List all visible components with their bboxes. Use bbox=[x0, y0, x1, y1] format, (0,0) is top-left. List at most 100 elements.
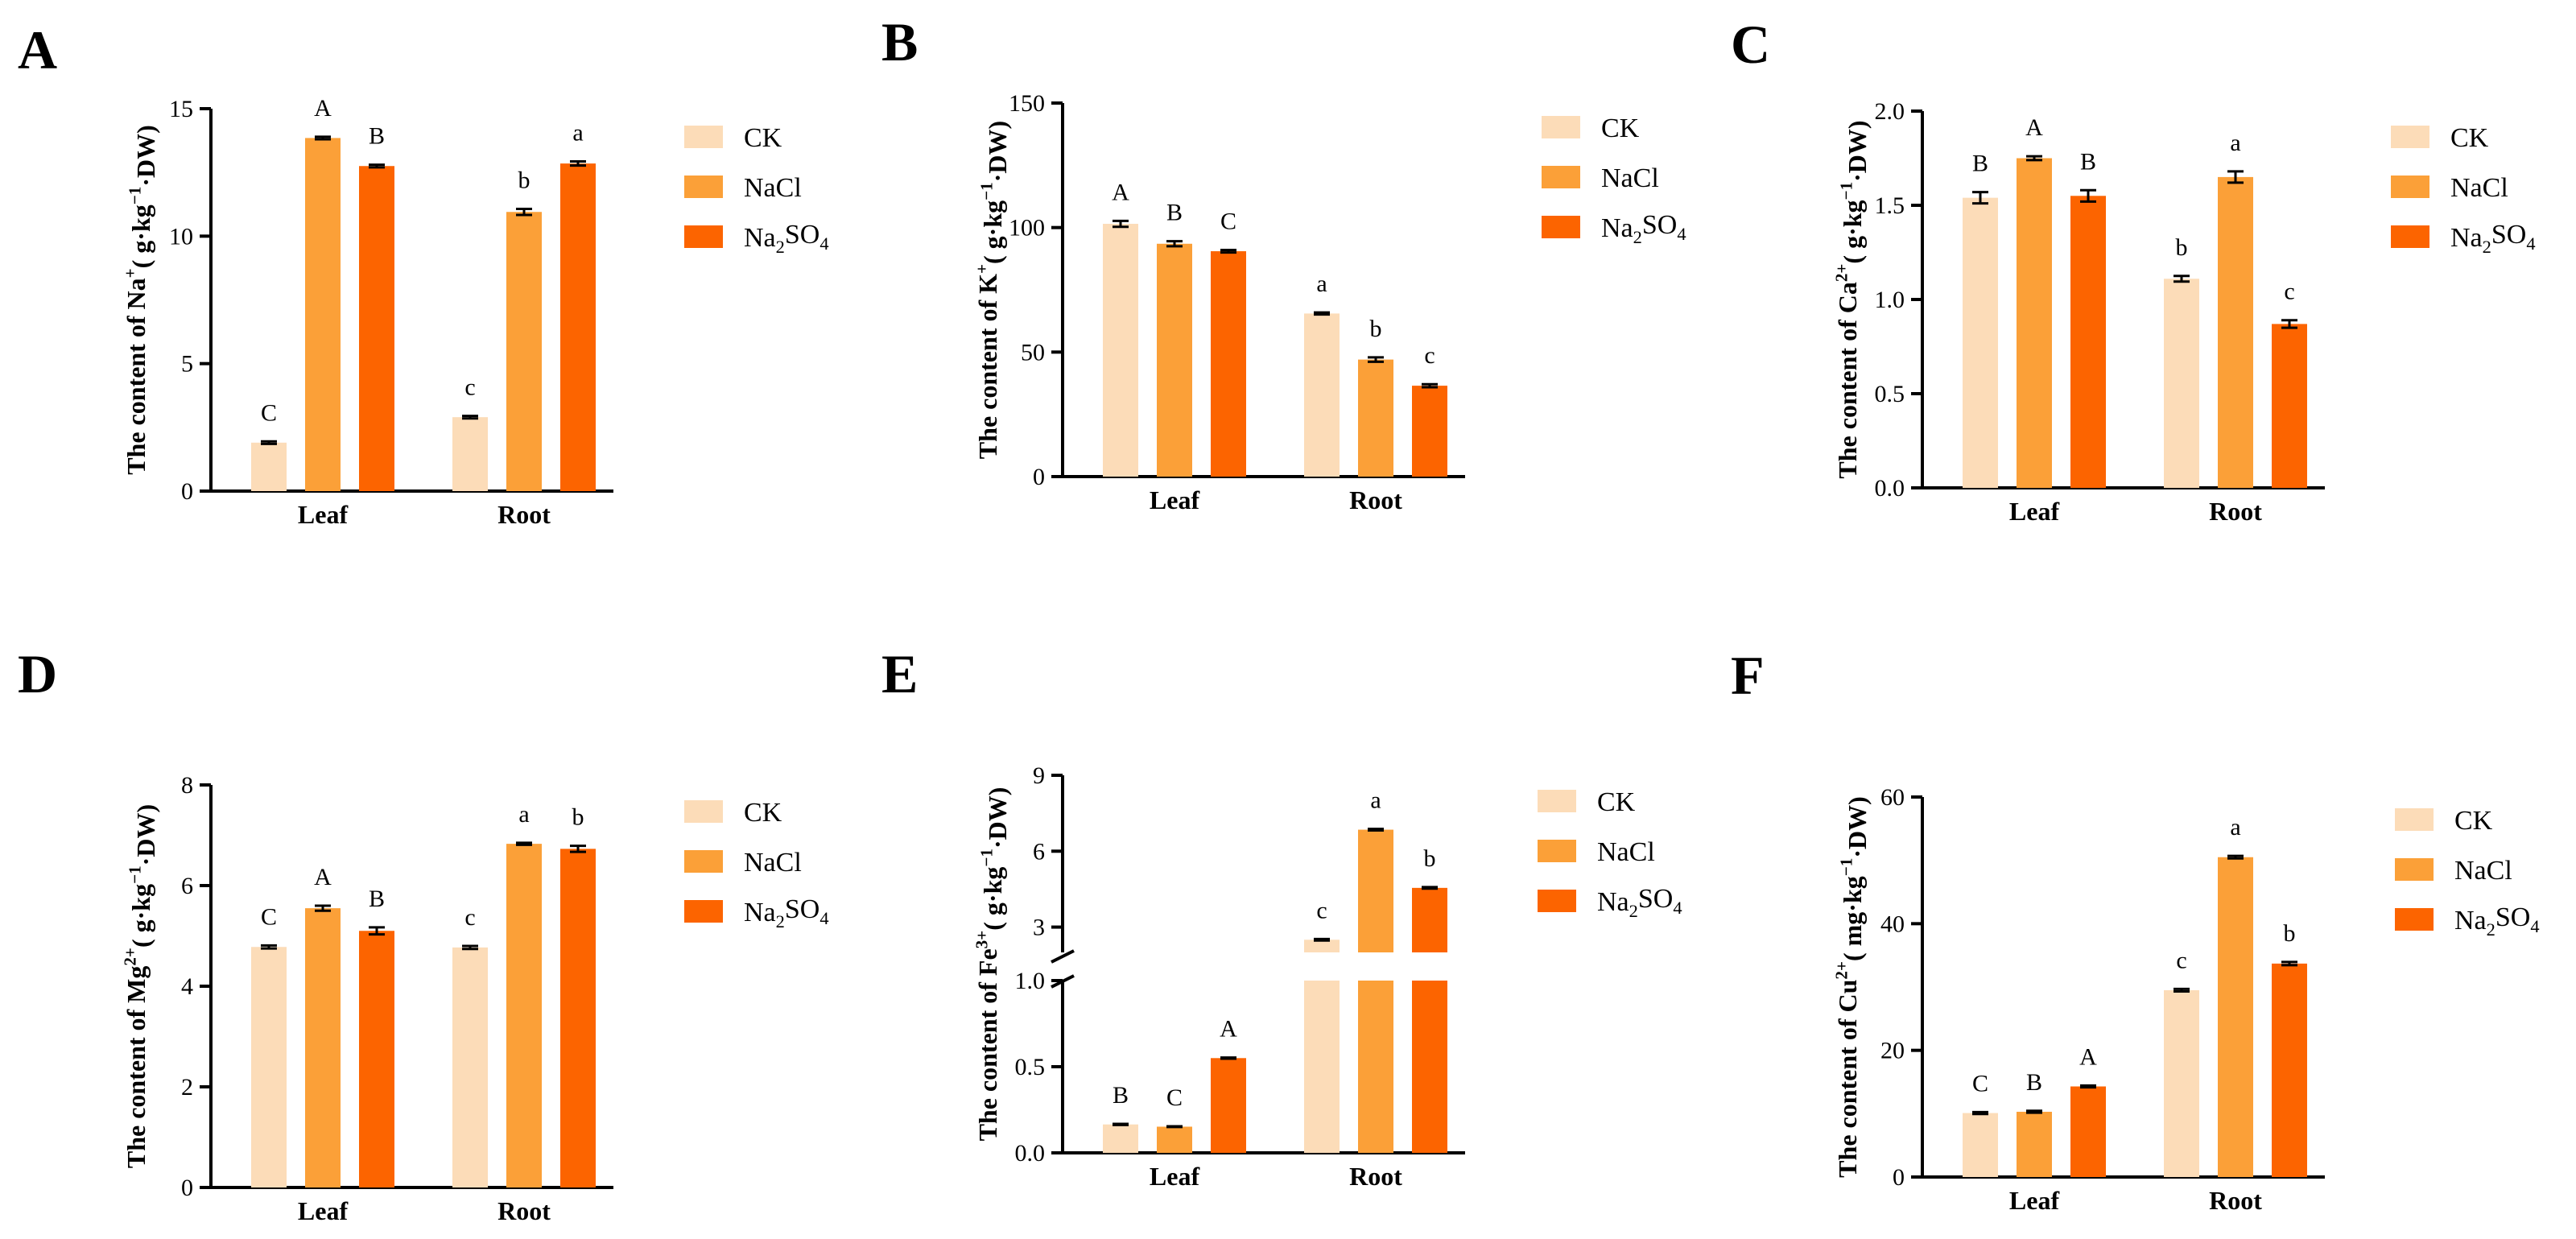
y-tick-label: 6 bbox=[181, 873, 193, 899]
y-tick-label: 0 bbox=[1893, 1164, 1905, 1191]
bar-root-na₂so₄-lower bbox=[1412, 981, 1447, 1153]
bar-leaf-nacl bbox=[1157, 1126, 1192, 1153]
significance-letter: A bbox=[314, 95, 332, 122]
bar-root-nacl bbox=[2218, 857, 2253, 1177]
panel-E: E 0.0 0.5 1.0 3 6 9 The content of Fe3+( g·kg−1… bbox=[881, 643, 1682, 1191]
y-tick-label: 0.5 bbox=[1015, 1054, 1046, 1080]
significance-letter: B bbox=[2080, 148, 2096, 175]
legend-swatch-nacl bbox=[1542, 166, 1580, 188]
significance-letter: b bbox=[572, 804, 584, 831]
legend-swatch-nacl bbox=[684, 176, 723, 198]
legend-label-ck: CK bbox=[744, 123, 782, 153]
bar-root-ck-lower bbox=[1304, 981, 1340, 1153]
y-axis-label: The content of Fe3+( g·kg−1·DW) bbox=[972, 787, 1012, 1142]
significance-letter: a bbox=[518, 801, 529, 828]
legend-swatch-na2so4 bbox=[2391, 225, 2429, 248]
significance-letter: B bbox=[369, 123, 385, 150]
bar-leaf-nacl bbox=[2017, 158, 2052, 488]
bar-leaf-nacl bbox=[305, 908, 341, 1187]
legend-label-ck: CK bbox=[1597, 787, 1636, 817]
axis-break-mark bbox=[1051, 949, 1075, 964]
y-tick-label: 0 bbox=[181, 478, 193, 505]
bar-root-ck bbox=[1304, 940, 1340, 952]
y-axis-label: The content of K+( g·kg−1·DW) bbox=[972, 121, 1012, 459]
y-tick-label: 10 bbox=[169, 223, 193, 250]
y-axis-label: The content of Mg2+( g·kg−1·DW) bbox=[120, 804, 160, 1168]
x-category-label: Leaf bbox=[2009, 497, 2060, 526]
bar-root-ck bbox=[2164, 989, 2199, 1177]
bar-leaf-ck bbox=[251, 442, 287, 491]
legend-label-ck: CK bbox=[2454, 806, 2493, 836]
bar-root-nacl bbox=[1358, 829, 1393, 952]
y-tick-label: 50 bbox=[1021, 339, 1045, 366]
legend-swatch-ck bbox=[684, 800, 723, 823]
significance-letter: B bbox=[1166, 200, 1183, 226]
y-axis-label: The content of Na+( g·kg−1·DW) bbox=[120, 125, 160, 475]
bar-root-nacl bbox=[506, 212, 542, 491]
significance-letter: C bbox=[1972, 1070, 1988, 1097]
y-tick-label: 150 bbox=[1009, 90, 1045, 117]
bar-root-na2so4 bbox=[2272, 963, 2307, 1177]
legend: CK NaCl Na2SO4 bbox=[1542, 114, 1686, 247]
bar-leaf-nacl bbox=[1157, 243, 1192, 477]
bar-root-ck bbox=[452, 417, 488, 491]
legend: CK NaCl Na2SO4 bbox=[1538, 787, 1682, 921]
legend-swatch-na2so4 bbox=[1538, 890, 1576, 912]
legend-swatch-ck bbox=[2395, 808, 2434, 831]
y-tick-label: 60 bbox=[1880, 784, 1905, 811]
panel-letter: A bbox=[18, 19, 57, 81]
legend: CK NaCl Na2SO4 bbox=[684, 798, 829, 931]
bar-leaf-ck bbox=[1963, 1113, 1998, 1177]
panel-letter: E bbox=[881, 643, 918, 704]
bar-root-na2so4 bbox=[2272, 324, 2307, 488]
y-tick-label: 40 bbox=[1880, 911, 1905, 937]
significance-letter: A bbox=[2025, 114, 2043, 141]
y-tick-label: 6 bbox=[1033, 838, 1045, 865]
legend-label-ck: CK bbox=[2450, 123, 2489, 153]
y-axis-label: The content of Ca2+( g·kg−1·DW) bbox=[1831, 120, 1872, 478]
legend-label-ck: CK bbox=[1601, 114, 1640, 143]
legend-label-na2so4: Na2SO4 bbox=[2454, 902, 2540, 940]
x-category-label: Root bbox=[2209, 497, 2262, 526]
legend-label-na2so4: Na2SO4 bbox=[1597, 884, 1682, 921]
y-axis-label: The content of Cu2+( mg·kg−1·DW) bbox=[1831, 796, 1872, 1178]
bar-leaf-na2so4 bbox=[2070, 1086, 2106, 1177]
y-axis-label-text: The content of Ca2+( g·kg−1·DW) bbox=[1831, 120, 1872, 478]
legend-label-na2so4: Na2SO4 bbox=[1601, 210, 1686, 247]
significance-letter: A bbox=[1112, 179, 1129, 205]
y-axis-label-text: The content of Mg2+( g·kg−1·DW) bbox=[120, 804, 160, 1168]
y-tick-label: 2 bbox=[181, 1074, 193, 1101]
x-category-label: Root bbox=[1349, 1162, 1402, 1191]
significance-letter: c bbox=[464, 904, 475, 931]
significance-letter: b bbox=[2284, 920, 2296, 947]
legend-label-na2so4: Na2SO4 bbox=[744, 894, 829, 931]
significance-letter: b bbox=[518, 167, 530, 193]
panel-letter: F bbox=[1731, 645, 1765, 706]
y-tick-label: 2.0 bbox=[1875, 98, 1905, 125]
legend-label-nacl: NaCl bbox=[1597, 837, 1655, 867]
y-tick-label: 5 bbox=[181, 351, 193, 378]
significance-letter: B bbox=[2026, 1069, 2042, 1096]
legend-swatch-nacl bbox=[684, 850, 723, 873]
x-category-label: Leaf bbox=[1150, 1162, 1200, 1191]
legend-label-nacl: NaCl bbox=[2450, 173, 2508, 203]
bar-root-na2so4 bbox=[1412, 887, 1447, 952]
y-axis-label-text: The content of Cu2+( mg·kg−1·DW) bbox=[1831, 796, 1872, 1178]
significance-letter: A bbox=[1220, 1016, 1237, 1043]
legend-swatch-na2so4 bbox=[1542, 216, 1580, 238]
bar-leaf-na2so4 bbox=[1211, 251, 1246, 477]
bar-leaf-na2so4 bbox=[1211, 1058, 1246, 1153]
panel-letter: B bbox=[881, 11, 918, 72]
bar-root-nacl bbox=[2218, 176, 2253, 488]
significance-letter: a bbox=[1316, 271, 1327, 297]
panel-letter: C bbox=[1731, 14, 1770, 75]
bar-root-nacl-lower bbox=[1358, 981, 1393, 1153]
significance-letter: B bbox=[1113, 1082, 1129, 1109]
legend-swatch-na2so4 bbox=[684, 225, 723, 248]
legend-label-nacl: NaCl bbox=[744, 173, 802, 203]
bar-root-na2so4 bbox=[560, 849, 596, 1187]
significance-letter: c bbox=[2176, 947, 2186, 973]
legend-label-nacl: NaCl bbox=[744, 848, 802, 878]
legend: CK NaCl Na2SO4 bbox=[2391, 123, 2536, 257]
x-category-label: Leaf bbox=[1150, 485, 1200, 514]
